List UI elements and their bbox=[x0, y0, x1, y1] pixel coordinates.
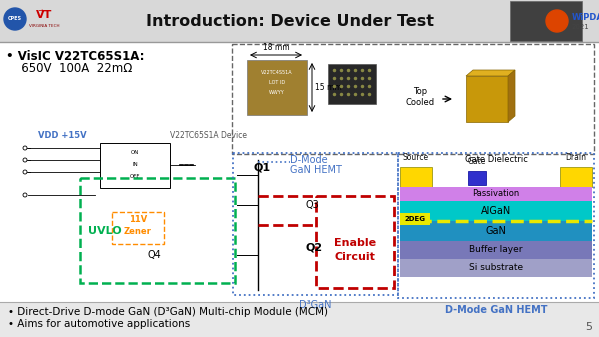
Bar bbox=[400, 187, 592, 201]
Text: D-Mode: D-Mode bbox=[290, 155, 328, 165]
Bar bbox=[247, 60, 307, 115]
Text: LOT ID: LOT ID bbox=[269, 80, 285, 85]
Text: Introduction: Device Under Test: Introduction: Device Under Test bbox=[146, 13, 434, 29]
Text: 5: 5 bbox=[585, 322, 592, 332]
Polygon shape bbox=[466, 70, 515, 76]
Text: ON: ON bbox=[131, 151, 139, 155]
Circle shape bbox=[23, 193, 27, 197]
Bar bbox=[560, 167, 592, 187]
Text: OFF: OFF bbox=[130, 175, 140, 180]
Text: 2DEG: 2DEG bbox=[404, 216, 425, 222]
Text: WWYY: WWYY bbox=[269, 90, 285, 94]
Bar bbox=[100, 143, 170, 188]
Circle shape bbox=[4, 8, 26, 30]
Bar bbox=[316, 196, 394, 288]
Text: VDD +15V: VDD +15V bbox=[38, 131, 87, 141]
Text: Gate Dielectric: Gate Dielectric bbox=[465, 155, 528, 164]
Text: 18 mm: 18 mm bbox=[263, 43, 289, 52]
Text: D-Mode GaN HEMT: D-Mode GaN HEMT bbox=[444, 305, 547, 315]
Circle shape bbox=[23, 170, 27, 174]
Text: GaN HEMT: GaN HEMT bbox=[290, 165, 342, 175]
Text: Q3: Q3 bbox=[305, 200, 319, 210]
Bar bbox=[328, 64, 376, 104]
Bar bbox=[510, 1, 582, 41]
Bar bbox=[0, 0, 599, 42]
Bar bbox=[400, 167, 432, 187]
Text: • VisIC V22TC65S1A:: • VisIC V22TC65S1A: bbox=[6, 50, 144, 63]
Bar bbox=[0, 302, 599, 337]
Text: VIRGINIA TECH: VIRGINIA TECH bbox=[29, 24, 59, 28]
Bar bbox=[400, 213, 430, 225]
Text: 2021: 2021 bbox=[572, 24, 590, 30]
Bar bbox=[112, 212, 164, 244]
Text: UVLO: UVLO bbox=[88, 225, 122, 236]
Bar bbox=[232, 44, 594, 154]
Bar bbox=[398, 153, 594, 298]
Text: Gate: Gate bbox=[468, 157, 486, 166]
Bar bbox=[466, 76, 508, 122]
Text: V22TC65S1A Device: V22TC65S1A Device bbox=[170, 131, 247, 141]
Bar bbox=[468, 171, 486, 185]
Text: Source: Source bbox=[403, 153, 429, 162]
Text: • Aims for automotive applications: • Aims for automotive applications bbox=[8, 319, 190, 329]
Text: Top
Cooled: Top Cooled bbox=[406, 87, 434, 107]
Text: • Direct-Drive D-mode GaN (D³GaN) Multi-chip Module (MCM): • Direct-Drive D-mode GaN (D³GaN) Multi-… bbox=[8, 307, 328, 317]
Text: 11V: 11V bbox=[129, 215, 147, 224]
Text: Si substrate: Si substrate bbox=[469, 264, 523, 273]
Text: Q2: Q2 bbox=[305, 243, 322, 253]
Text: WiPDA: WiPDA bbox=[572, 12, 599, 22]
Text: GaN: GaN bbox=[486, 226, 506, 236]
Text: V22TC4S51A: V22TC4S51A bbox=[261, 69, 293, 74]
Circle shape bbox=[23, 158, 27, 162]
Bar bbox=[400, 221, 592, 241]
Bar bbox=[233, 153, 398, 295]
Text: Buffer layer: Buffer layer bbox=[469, 245, 523, 254]
Text: Drain: Drain bbox=[565, 153, 586, 162]
Text: 15 mm: 15 mm bbox=[315, 83, 342, 92]
Bar bbox=[400, 241, 592, 259]
Text: Passivation: Passivation bbox=[473, 189, 519, 198]
Text: AlGaN: AlGaN bbox=[481, 206, 511, 216]
Circle shape bbox=[546, 10, 568, 32]
Text: Zener: Zener bbox=[124, 227, 152, 237]
Text: Q1: Q1 bbox=[254, 162, 271, 172]
Text: D³GaN: D³GaN bbox=[300, 300, 332, 310]
Text: IN: IN bbox=[132, 162, 138, 167]
Text: CPES: CPES bbox=[8, 17, 22, 22]
Text: V⃗T: V⃗T bbox=[36, 10, 52, 20]
Text: Enable
Circuit: Enable Circuit bbox=[334, 238, 376, 262]
Bar bbox=[400, 259, 592, 277]
Bar bbox=[400, 201, 592, 221]
Text: Q4: Q4 bbox=[148, 250, 162, 260]
Polygon shape bbox=[508, 70, 515, 122]
Bar bbox=[80, 178, 235, 283]
Circle shape bbox=[23, 146, 27, 150]
Text: 650V  100A  22mΩ: 650V 100A 22mΩ bbox=[10, 62, 132, 75]
